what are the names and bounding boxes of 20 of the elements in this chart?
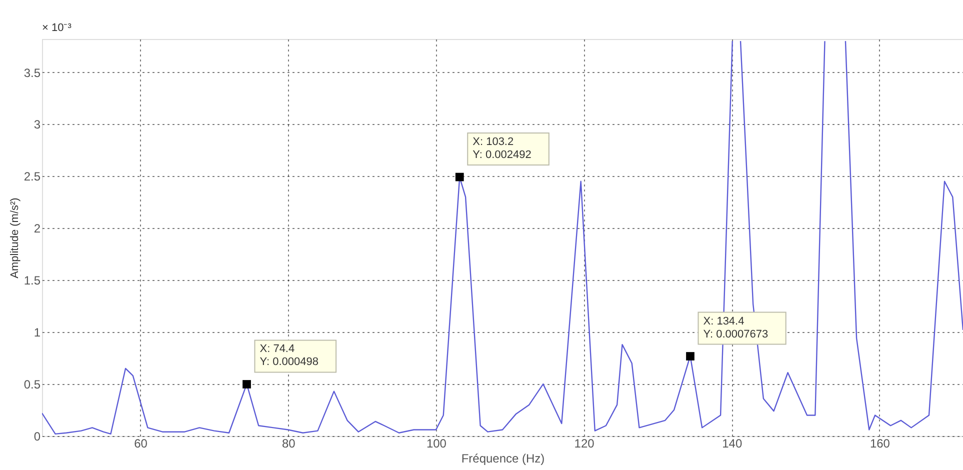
y-tick-label: 1	[34, 326, 41, 340]
annotation: X: 134.4 Y: 0.0007673	[703, 315, 768, 340]
y-tick-label: 2	[34, 222, 41, 236]
y-tick-label: 1.5	[24, 274, 41, 288]
x-tick-label: 60	[134, 436, 148, 450]
x-axis-title: Fréquence (Hz)	[461, 452, 545, 466]
y-tick-label: 3	[34, 118, 41, 132]
x-tick-label: 120	[574, 436, 595, 450]
x-tick-label: 100	[426, 436, 447, 450]
y-tick-label: 0.5	[24, 378, 41, 392]
y-tick-label: 2.5	[24, 170, 41, 184]
x-tick-label: 80	[282, 436, 296, 450]
y-axis-title: Amplitude (m/s²)	[8, 198, 21, 278]
text: × 10⁻³	[42, 22, 72, 34]
y-tick-label: 0	[34, 430, 41, 444]
x-tick-label: 140	[722, 436, 742, 450]
y-tick-label: 3.5	[24, 66, 41, 80]
annotation: X: 74.4 Y: 0.000498	[260, 343, 318, 368]
x-tick-label: 160	[870, 436, 890, 450]
annotation: X: 103.2 Y: 0.002492	[472, 136, 532, 162]
